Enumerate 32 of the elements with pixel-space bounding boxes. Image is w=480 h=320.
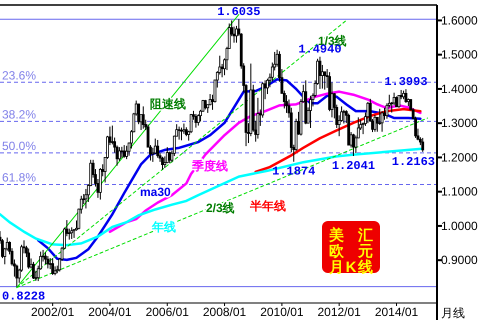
y-tick-label: 1.2000	[441, 150, 478, 164]
x-tick-label: 2012/01	[317, 305, 362, 319]
annotation: 23.6%	[2, 68, 36, 82]
annotation: 月K线	[328, 259, 373, 276]
series-label: ma30	[140, 185, 172, 199]
x-tick-label: 2010/01	[260, 305, 304, 319]
series-label: 年线	[151, 220, 176, 234]
y-tick-label: 1.3000	[441, 116, 478, 130]
text: 月线	[441, 306, 465, 320]
annotation: 1.3993	[384, 75, 428, 90]
y-tick-label: 1.0000	[441, 218, 478, 233]
annotation: 0.8228	[2, 290, 46, 304]
annotation: 1.2041	[332, 159, 376, 174]
annotation: 50.0%	[2, 138, 36, 153]
text: 半年线	[249, 199, 286, 213]
annotation: 1.6035	[217, 5, 260, 20]
y-tick-label: 1.5000	[441, 48, 478, 62]
annotation: 欧元	[329, 243, 373, 260]
y-tick-label: 1.4000	[441, 82, 478, 96]
y-tick-label: 1.6000	[441, 13, 478, 28]
x-tick-label: 2004/01	[88, 305, 132, 319]
y-tick-label: 0.9000	[441, 253, 478, 268]
y-tick-label: 1.1000	[441, 184, 478, 199]
x-tick-label: 2006/01	[146, 305, 190, 319]
annotation: 38.2%	[2, 107, 36, 122]
x-tick-label: 2002/01	[30, 305, 75, 319]
annotation: 61.8%	[2, 170, 36, 184]
x-tick-label: 2014/01	[374, 305, 419, 319]
annotation: 美汇	[328, 226, 373, 244]
annotation: 1.2163	[392, 154, 436, 169]
series-label: 2/3线	[206, 201, 235, 215]
x-tick-label: 2008/01	[202, 305, 247, 319]
